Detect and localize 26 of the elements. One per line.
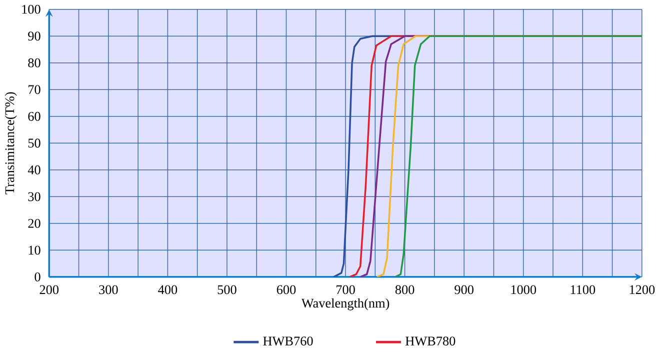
x-tick-label: 600 xyxy=(276,285,296,294)
x-tick-label: 800 xyxy=(395,285,414,294)
x-tick-label: 700 xyxy=(336,285,355,294)
x-tick-label: 300 xyxy=(99,285,118,294)
y-tick-label: 100 xyxy=(22,4,40,14)
y-tick-label: 30 xyxy=(28,192,40,201)
legend-label: HWB780 xyxy=(406,336,456,346)
y-tick-label: 90 xyxy=(28,31,40,40)
y-axis-title: Transimitance(T%) xyxy=(4,92,17,194)
y-tick-label: 80 xyxy=(28,58,40,68)
x-tick-label: 1100 xyxy=(570,285,596,294)
x-axis-title: Wavelength(nm) xyxy=(301,298,390,310)
y-tick-label: 50 xyxy=(28,138,40,148)
y-tick-label: 10 xyxy=(28,246,40,254)
x-tick-label: 400 xyxy=(158,285,178,294)
y-tick-label: 40 xyxy=(28,165,40,174)
y-tick-label: 20 xyxy=(28,218,40,228)
y-tick-label: 60 xyxy=(28,112,40,121)
x-tick-label: 900 xyxy=(454,285,474,294)
x-tick-label: 1200 xyxy=(630,285,655,294)
y-tick-label: 0 xyxy=(34,272,40,282)
legend-label: HWB760 xyxy=(263,336,313,346)
x-tick-label: 500 xyxy=(218,285,236,294)
x-tick-label: 200 xyxy=(40,285,59,294)
y-tick-label: 70 xyxy=(28,84,40,94)
x-tick-label: 1000 xyxy=(511,285,536,294)
